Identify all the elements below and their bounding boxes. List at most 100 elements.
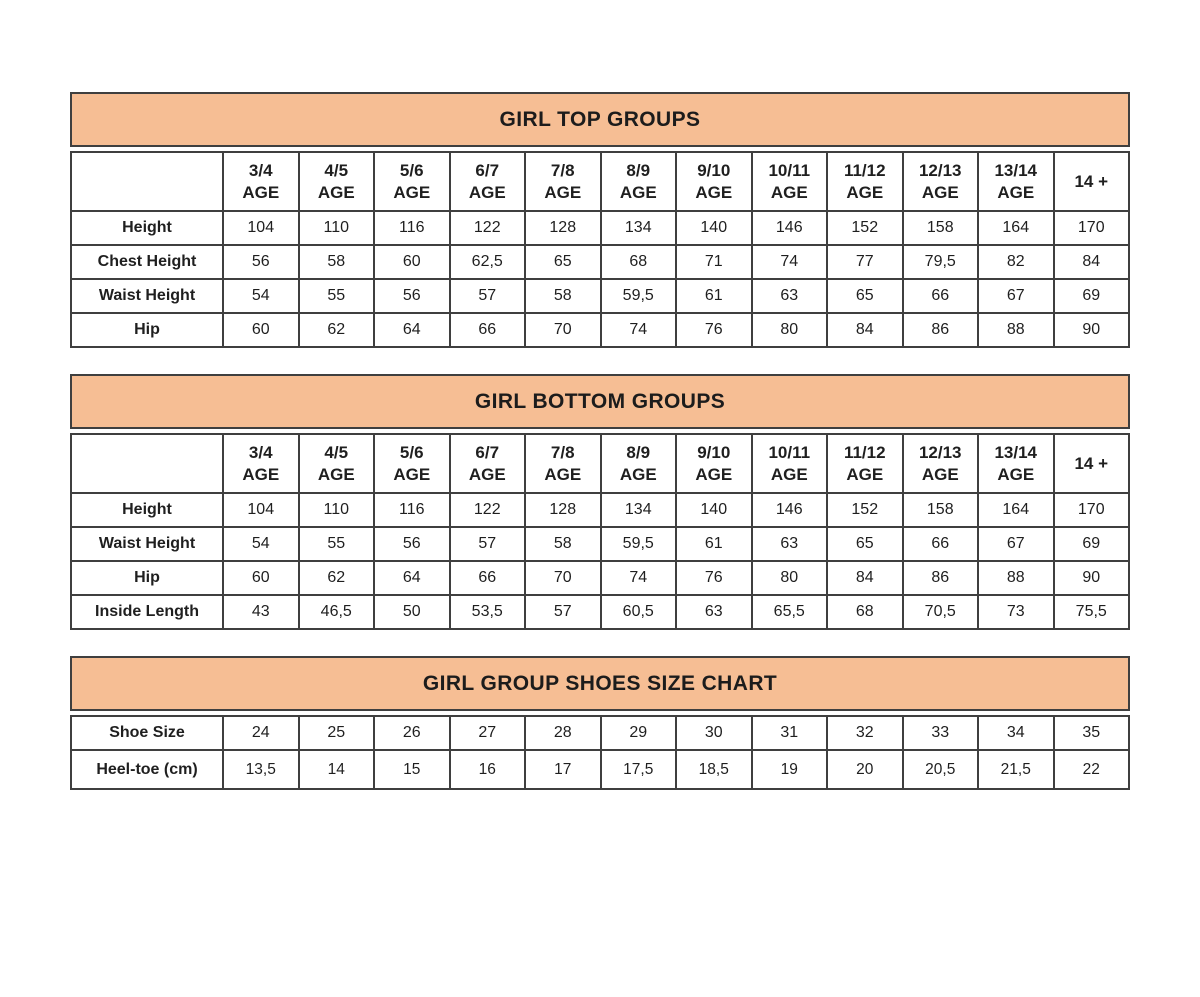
age-column-header: 6/7 AGE	[448, 151, 526, 212]
value-cell: 82	[977, 244, 1055, 280]
value-cell: 30	[675, 715, 753, 751]
value-cell: 29	[599, 715, 677, 751]
girl-bottom-groups-table: 3/4 AGE 4/5 AGE 5/6 AGE 6/7 AGE 7/8 AGE 8/9 AGE 9/10…	[70, 433, 1130, 630]
value-cell: 76	[675, 560, 753, 596]
value-cell: 55	[297, 526, 375, 562]
value-cell: 60	[373, 244, 451, 280]
age-column-header: 14 +	[1052, 151, 1130, 212]
value-cell: 64	[373, 312, 451, 348]
value-cell: 86	[901, 312, 979, 348]
corner-cell	[70, 433, 224, 494]
value-cell: 62	[297, 312, 375, 348]
value-cell: 24	[222, 715, 300, 751]
age-column-header: 10/11 AGE	[750, 433, 828, 494]
value-cell: 146	[750, 210, 828, 246]
value-cell: 18,5	[675, 749, 753, 790]
table-row: Heel-toe (cm) 13,5 14 15 16 17 17,5 18,5 19 20 20,…	[70, 749, 1130, 790]
age-column-header: 14 +	[1052, 433, 1130, 494]
value-cell: 79,5	[901, 244, 979, 280]
value-cell: 56	[373, 278, 451, 314]
value-cell: 15	[373, 749, 451, 790]
value-cell: 67	[977, 526, 1055, 562]
girl-shoes-size-title-band: GIRL GROUP SHOES SIZE CHART	[70, 656, 1130, 711]
value-cell: 69	[1052, 526, 1130, 562]
age-column-header: 7/8 AGE	[524, 433, 602, 494]
value-cell: 146	[750, 492, 828, 528]
value-cell: 110	[297, 492, 375, 528]
value-cell: 74	[599, 560, 677, 596]
value-cell: 152	[826, 492, 904, 528]
value-cell: 20	[826, 749, 904, 790]
table-row: Height 104 110 116 122 128 134 140 146 152 158 164 1…	[70, 492, 1130, 528]
value-cell: 80	[750, 560, 828, 596]
size-chart-page: GIRL TOP GROUPS 3/4 AGE 4/5 AGE 5/6 AGE 6/7 AGE…	[70, 92, 1130, 790]
value-cell: 58	[524, 278, 602, 314]
value-cell: 66	[448, 560, 526, 596]
row-label: Hip	[70, 312, 224, 348]
row-label: Heel-toe (cm)	[70, 749, 224, 790]
corner-cell	[70, 151, 224, 212]
row-label: Chest Height	[70, 244, 224, 280]
age-column-header: 13/14 AGE	[977, 151, 1055, 212]
girl-top-groups-table: 3/4 AGE 4/5 AGE 5/6 AGE 6/7 AGE 7/8 AGE 8/9 AGE 9/10…	[70, 151, 1130, 348]
value-cell: 61	[675, 526, 753, 562]
value-cell: 90	[1052, 312, 1130, 348]
value-cell: 62	[297, 560, 375, 596]
value-cell: 16	[448, 749, 526, 790]
value-cell: 77	[826, 244, 904, 280]
value-cell: 140	[675, 492, 753, 528]
value-cell: 158	[901, 210, 979, 246]
table-row: Hip 60 62 64 66 70 74 76 80 84 86 88 90	[70, 312, 1130, 348]
value-cell: 88	[977, 312, 1055, 348]
value-cell: 56	[222, 244, 300, 280]
row-label: Hip	[70, 560, 224, 596]
girl-shoes-size-table: Shoe Size 24 25 26 27 28 29 30 31 32 33 34 35 Heel-to…	[70, 715, 1130, 790]
age-column-header: 4/5 AGE	[297, 433, 375, 494]
value-cell: 64	[373, 560, 451, 596]
value-cell: 116	[373, 492, 451, 528]
value-cell: 122	[448, 492, 526, 528]
value-cell: 70	[524, 560, 602, 596]
value-cell: 54	[222, 278, 300, 314]
value-cell: 74	[599, 312, 677, 348]
value-cell: 122	[448, 210, 526, 246]
age-column-header: 11/12 AGE	[826, 433, 904, 494]
value-cell: 35	[1052, 715, 1130, 751]
girl-top-groups-title-band: GIRL TOP GROUPS	[70, 92, 1130, 147]
value-cell: 74	[750, 244, 828, 280]
age-column-header: 10/11 AGE	[750, 151, 828, 212]
girl-shoes-size-title: GIRL GROUP SHOES SIZE CHART	[422, 671, 778, 695]
value-cell: 50	[373, 594, 451, 630]
value-cell: 71	[675, 244, 753, 280]
value-cell: 60,5	[599, 594, 677, 630]
value-cell: 104	[222, 492, 300, 528]
value-cell: 34	[977, 715, 1055, 751]
table-row: Chest Height 56 58 60 62,5 65 68 71 74 77 79,5 82 84	[70, 244, 1130, 280]
value-cell: 33	[901, 715, 979, 751]
girl-bottom-groups-section: GIRL BOTTOM GROUPS 3/4 AGE 4/5 AGE 5/6 AGE 6/7…	[70, 374, 1130, 630]
value-cell: 84	[826, 560, 904, 596]
value-cell: 31	[750, 715, 828, 751]
value-cell: 62,5	[448, 244, 526, 280]
age-column-header: 3/4 AGE	[222, 151, 300, 212]
value-cell: 116	[373, 210, 451, 246]
girl-shoes-size-section: GIRL GROUP SHOES SIZE CHART Shoe Size 24 2…	[70, 656, 1130, 790]
age-column-header: 13/14 AGE	[977, 433, 1055, 494]
value-cell: 128	[524, 492, 602, 528]
table-row: Waist Height 54 55 56 57 58 59,5 61 63 65 66 67 69	[70, 526, 1130, 562]
table-row: Shoe Size 24 25 26 27 28 29 30 31 32 33 34 35	[70, 715, 1130, 751]
value-cell: 66	[901, 278, 979, 314]
value-cell: 58	[524, 526, 602, 562]
row-label: Height	[70, 210, 224, 246]
value-cell: 65	[524, 244, 602, 280]
value-cell: 63	[750, 278, 828, 314]
value-cell: 80	[750, 312, 828, 348]
value-cell: 110	[297, 210, 375, 246]
age-column-header: 8/9 AGE	[599, 151, 677, 212]
age-column-header: 12/13 AGE	[901, 433, 979, 494]
value-cell: 63	[675, 594, 753, 630]
value-cell: 90	[1052, 560, 1130, 596]
value-cell: 66	[901, 526, 979, 562]
age-column-header: 5/6 AGE	[373, 151, 451, 212]
age-column-header: 6/7 AGE	[448, 433, 526, 494]
